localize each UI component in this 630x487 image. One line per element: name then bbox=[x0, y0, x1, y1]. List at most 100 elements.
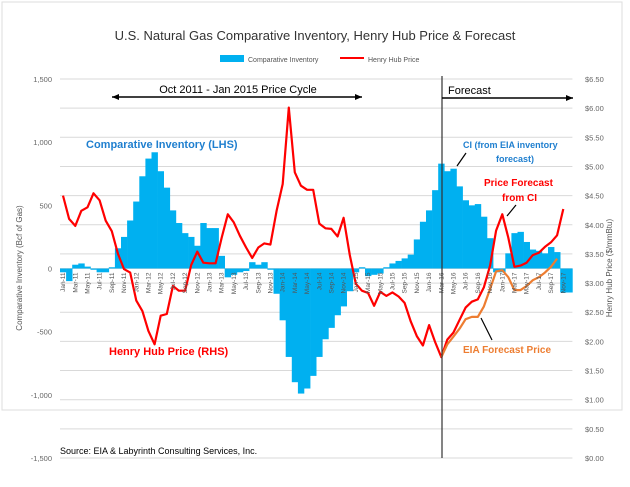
inventory-bar bbox=[346, 268, 354, 292]
x-tick-label: Sep-13 bbox=[255, 272, 262, 293]
x-tick-label: May-13 bbox=[231, 272, 238, 294]
x-tick-label: May-16 bbox=[450, 272, 457, 294]
inventory-bar bbox=[66, 268, 73, 282]
inventory-bar bbox=[377, 268, 384, 274]
price-forecast-label-1: Price Forecast bbox=[484, 178, 554, 189]
x-tick-label: Jan-16 bbox=[426, 272, 433, 292]
y2-tick-label: $4.50 bbox=[585, 192, 604, 201]
price-forecast-pointer bbox=[506, 204, 517, 217]
inventory-bar bbox=[554, 252, 561, 269]
inventory-bar bbox=[121, 236, 128, 269]
inventory-bar bbox=[291, 268, 299, 383]
chart-title: U.S. Natural Gas Comparative Inventory, … bbox=[115, 28, 516, 43]
inventory-bar bbox=[224, 268, 232, 278]
inventory-bar bbox=[340, 268, 347, 307]
inventory-bar bbox=[90, 268, 97, 270]
inventory-bar bbox=[407, 254, 415, 269]
inventory-bar bbox=[389, 263, 396, 269]
x-tick-label: Jan-14 bbox=[280, 272, 287, 292]
inventory-bar bbox=[102, 268, 110, 273]
y-tick-label: -500 bbox=[37, 328, 52, 337]
inventory-bar bbox=[133, 201, 140, 269]
x-tick-label: Jul-11 bbox=[97, 272, 104, 290]
y2-axis-label: Henry Hub Price ($/mmBtu) bbox=[605, 219, 614, 318]
y2-tick-label: $2.50 bbox=[585, 308, 604, 317]
x-tick-label: May-14 bbox=[304, 272, 311, 294]
y-tick-label: 0 bbox=[48, 265, 52, 274]
inventory-bar bbox=[328, 268, 335, 328]
inventory-bar bbox=[334, 268, 341, 316]
inventory-bar bbox=[151, 152, 158, 269]
inventory-bar bbox=[310, 268, 317, 376]
source-note: Source: EIA & Labyrinth Consulting Servi… bbox=[60, 446, 257, 456]
x-tick-label: Mar-12 bbox=[145, 272, 152, 293]
inventory-bar bbox=[365, 268, 372, 277]
x-tick-label: Nov-11 bbox=[121, 272, 128, 293]
inventory-bar bbox=[261, 262, 268, 269]
y2-tick-label: $2.00 bbox=[585, 337, 604, 346]
y2-tick-label: $3.50 bbox=[585, 250, 604, 259]
x-tick-label: Jul-17 bbox=[536, 272, 543, 290]
y2-tick-label: $5.50 bbox=[585, 133, 604, 142]
inventory-bar bbox=[352, 268, 360, 273]
inventory-bar bbox=[212, 228, 219, 269]
x-tick-label: May-15 bbox=[377, 272, 384, 294]
inventory-bar bbox=[114, 248, 122, 269]
inventory-bar bbox=[175, 223, 183, 269]
x-tick-label: Nov-16 bbox=[487, 272, 494, 293]
inventory-bar bbox=[84, 266, 91, 269]
henry-hub-price-line bbox=[61, 106, 565, 359]
inventory-bar bbox=[72, 264, 79, 269]
inventory-bar bbox=[395, 260, 402, 269]
x-tick-label: Jan-12 bbox=[133, 272, 140, 292]
inventory-bar bbox=[279, 268, 286, 321]
inventory-bar bbox=[108, 267, 116, 269]
inventory-bar bbox=[450, 168, 457, 269]
x-tick-label: Jul-13 bbox=[243, 272, 250, 290]
inventory-bar bbox=[535, 250, 543, 269]
inventory-bar bbox=[541, 253, 549, 269]
legend-swatch-inventory bbox=[220, 55, 244, 62]
y-tick-label: 500 bbox=[39, 201, 52, 210]
x-tick-label: Mar-13 bbox=[219, 272, 226, 293]
x-tick-label: Jan-11 bbox=[60, 272, 67, 292]
inventory-bar bbox=[163, 187, 171, 269]
inventory-bar bbox=[206, 228, 213, 269]
x-tick-label: Mar-14 bbox=[292, 272, 299, 293]
y2-tick-label: $6.50 bbox=[585, 75, 604, 84]
x-tick-label: Sep-14 bbox=[328, 272, 335, 293]
ci-lhs-label: Comparative Inventory (LHS) bbox=[86, 139, 238, 151]
x-tick-label: Sep-15 bbox=[402, 272, 409, 293]
y-tick-label: 1,500 bbox=[33, 75, 52, 84]
y-tick-label: -1,500 bbox=[31, 454, 52, 463]
chart-border bbox=[1, 1, 623, 411]
forecast-label: Forecast bbox=[448, 85, 491, 97]
ci-forecast-label-1: CI (from EIA inventory bbox=[463, 140, 558, 150]
x-tick-label: May-17 bbox=[524, 272, 531, 294]
inventory-bar bbox=[255, 264, 262, 269]
x-tick-label: Nov-12 bbox=[194, 272, 201, 293]
y2-tick-label: $1.00 bbox=[585, 396, 604, 405]
inventory-bar bbox=[218, 255, 225, 269]
inventory-bar bbox=[96, 268, 103, 273]
inventory-bar bbox=[548, 247, 555, 269]
x-tick-label: Jan-13 bbox=[206, 272, 213, 292]
cycle-label: Oct 2011 - Jan 2015 Price Cycle bbox=[159, 84, 317, 96]
ci-pointer bbox=[456, 152, 467, 167]
inventory-bar bbox=[316, 268, 323, 357]
y2-tick-label: $0.00 bbox=[585, 454, 604, 463]
x-tick-label: Nov-17 bbox=[560, 272, 567, 293]
x-tick-label: Nov-14 bbox=[341, 272, 348, 293]
inventory-bar bbox=[304, 268, 311, 389]
inventory-bar bbox=[517, 231, 524, 269]
inventory-bar bbox=[297, 268, 305, 394]
x-tick-label: Jul-15 bbox=[389, 272, 396, 290]
inventory-bar bbox=[419, 221, 427, 269]
inventory-bar bbox=[487, 238, 494, 269]
inventory-bar bbox=[566, 268, 573, 293]
y-tick-label: -1,000 bbox=[31, 391, 52, 400]
inventory-bar bbox=[249, 262, 256, 269]
inventory-bar bbox=[383, 267, 390, 269]
